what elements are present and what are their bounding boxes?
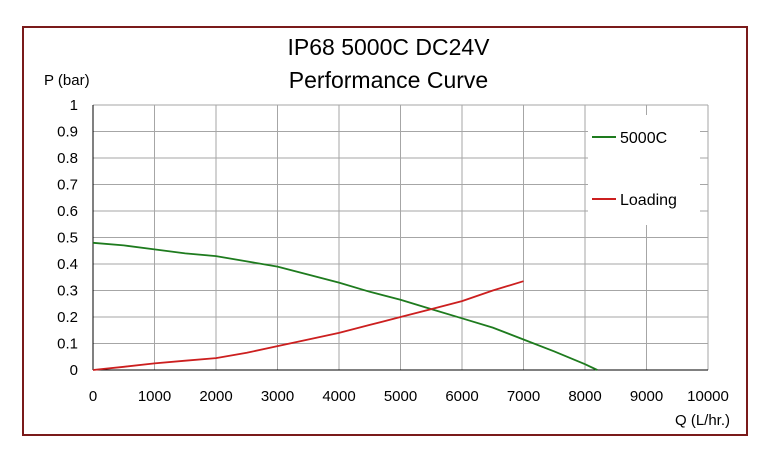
y-tick-label: 0.6 xyxy=(57,203,78,220)
x-tick-label: 10000 xyxy=(687,388,729,405)
x-tick-label: 4000 xyxy=(322,388,355,405)
y-tick-label: 0.9 xyxy=(57,124,78,141)
legend-background xyxy=(588,115,700,225)
legend-label: Loading xyxy=(620,192,677,209)
series-line-loading xyxy=(92,280,524,371)
chart-title: IP68 5000C DC24V xyxy=(287,34,490,60)
x-tick-label: 6000 xyxy=(445,388,478,405)
x-axis-label: Q (L/hr.) xyxy=(675,412,731,429)
x-tick-label: 2000 xyxy=(199,388,232,405)
x-tick-label: 5000 xyxy=(384,388,417,405)
x-tick-label: 9000 xyxy=(630,388,663,405)
y-tick-label: 0.7 xyxy=(57,177,78,194)
x-tick-label: 8000 xyxy=(568,388,601,405)
y-tick-label: 0.5 xyxy=(57,230,78,247)
y-tick-label: 0.8 xyxy=(57,150,78,167)
series-line-5000c xyxy=(92,241,598,371)
x-tick-label: 3000 xyxy=(261,388,294,405)
y-tick-label: 1 xyxy=(70,97,78,114)
chart-subtitle: Performance Curve xyxy=(288,67,489,93)
y-axis-label: P (bar) xyxy=(44,72,90,89)
x-tick-label: 7000 xyxy=(507,388,540,405)
y-tick-label: 0 xyxy=(70,362,78,379)
legend-label: 5000C xyxy=(620,130,667,147)
y-tick-label: 0.3 xyxy=(57,283,78,300)
y-tick-label: 0.4 xyxy=(57,256,78,273)
y-tick-label: 0.2 xyxy=(57,309,78,326)
x-tick-label: 1000 xyxy=(138,388,171,405)
x-tick-label: 0 xyxy=(89,388,97,405)
y-tick-label: 0.1 xyxy=(57,336,78,353)
chart-frame xyxy=(22,26,748,436)
